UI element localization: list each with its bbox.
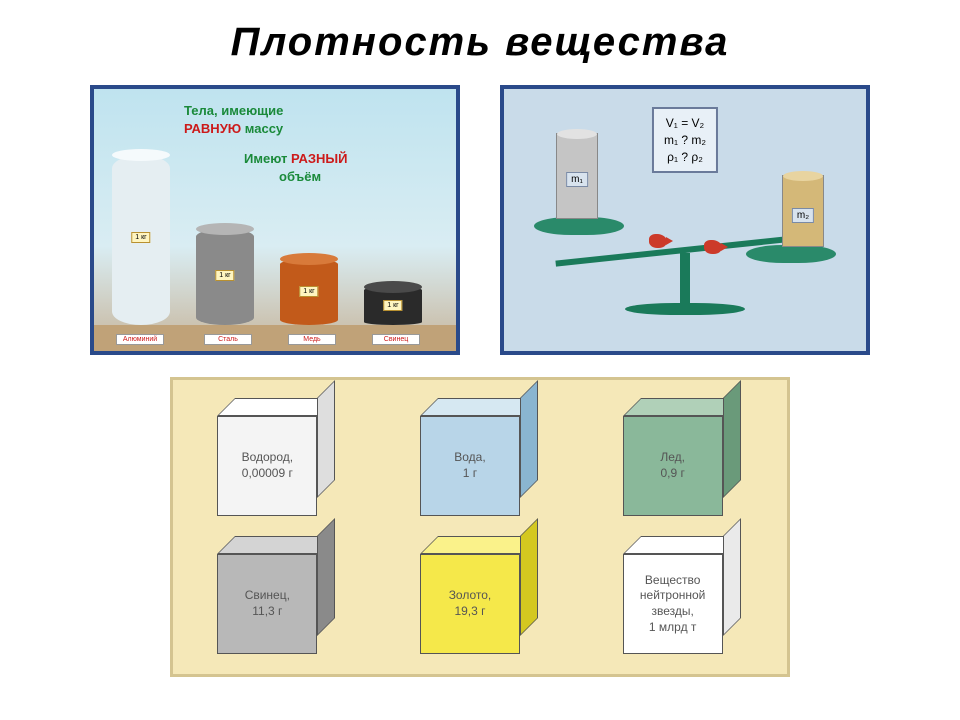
page: Плотность вещества Тела, имеющие РАВНУЮ … [0, 0, 960, 720]
cube-name: Свинец, [245, 588, 290, 604]
p1-red1: РАВНУЮ [184, 121, 241, 136]
cube-4: Золото,19,3 г [420, 536, 540, 656]
scale-bird-right [704, 240, 722, 254]
equation-box: V₁ = V₂ m₁ ? m₂ ρ₁ ? ρ₂ [652, 107, 718, 173]
panel-density-cubes: Водород,0,00009 г Вода,1 г Лед,0,9 г Свинец… [170, 377, 790, 677]
cube-2: Лед,0,9 г [623, 398, 743, 518]
p1-line3: объём [279, 169, 321, 184]
cylinder-0: 1 кг [112, 155, 170, 325]
p1-g2: Имеют [244, 151, 291, 166]
m2-label: m₂ [792, 208, 814, 223]
cube-cell-2: Лед,0,9 г [596, 394, 769, 522]
cube-cell-5: Вещество нейтронной звезды,1 млрд т [596, 532, 769, 660]
panel3-wrap: Водород,0,00009 г Вода,1 г Лед,0,9 г Свинец… [0, 377, 960, 677]
cylinder-1: 1 кг [196, 229, 254, 325]
cube-name: Водород, [242, 450, 294, 466]
cube-name: Вещество нейтронной звезды, [628, 573, 718, 620]
p1-line1b: РАВНУЮ массу [184, 121, 283, 136]
kg-label: 1 кг [383, 300, 402, 311]
cylinder-3: 1 кг [364, 287, 422, 325]
panel-equal-mass: Тела, имеющие РАВНУЮ массу Имеют РАЗНЫЙ … [90, 85, 460, 355]
panels-row: Тела, имеющие РАВНУЮ массу Имеют РАЗНЫЙ … [0, 85, 960, 355]
weight-cylinder-m2: m₂ [782, 175, 824, 247]
cube-name: Золото, [449, 588, 492, 604]
material-label-3: Свинец [372, 334, 420, 345]
cube-1: Вода,1 г [420, 398, 540, 518]
m1-label: m₁ [566, 172, 588, 187]
cube-value: 0,9 г [660, 466, 684, 482]
cube-value: 19,3 г [454, 604, 485, 620]
cube-cell-1: Вода,1 г [394, 394, 567, 522]
scale-pan-right [746, 245, 836, 263]
cube-name: Вода, [454, 450, 485, 466]
p1-rest1: массу [241, 121, 283, 136]
cube-value: 0,00009 г [242, 466, 293, 482]
panel-scales: V₁ = V₂ m₁ ? m₂ ρ₁ ? ρ₂ m₁ m₂ [500, 85, 870, 355]
cube-5: Вещество нейтронной звезды,1 млрд т [623, 536, 743, 656]
cube-name: Лед, [660, 450, 685, 466]
material-label-2: Медь [288, 334, 336, 345]
cube-value: 11,3 г [252, 604, 282, 620]
cube-0: Водород,0,00009 г [217, 398, 337, 518]
cube-3: Свинец,11,3 г [217, 536, 337, 656]
weight-cylinder-m1: m₁ [556, 133, 598, 219]
cube-cell-3: Свинец,11,3 г [191, 532, 364, 660]
eq-line2: m₁ ? m₂ [664, 132, 706, 149]
page-title: Плотность вещества [0, 0, 960, 65]
eq-line3: ρ₁ ? ρ₂ [664, 149, 706, 166]
p1-red2: РАЗНЫЙ [291, 151, 348, 166]
scale-pan-left [534, 217, 624, 235]
scale-base [625, 253, 745, 315]
cube-cell-0: Водород,0,00009 г [191, 394, 364, 522]
cube-value: 1 г [463, 466, 477, 482]
kg-label: 1 кг [299, 286, 318, 297]
material-label-0: Алюминий [116, 334, 164, 345]
material-label-1: Сталь [204, 334, 252, 345]
p1-line2: Имеют РАЗНЫЙ [244, 151, 347, 166]
eq-line1: V₁ = V₂ [664, 115, 706, 132]
scale-bird-left [649, 234, 667, 248]
cube-value: 1 млрд т [649, 620, 697, 636]
p1-line1a: Тела, имеющие [184, 103, 283, 118]
kg-label: 1 кг [215, 270, 234, 281]
cube-cell-4: Золото,19,3 г [394, 532, 567, 660]
kg-label: 1 кг [131, 232, 150, 243]
cylinder-2: 1 кг [280, 259, 338, 325]
